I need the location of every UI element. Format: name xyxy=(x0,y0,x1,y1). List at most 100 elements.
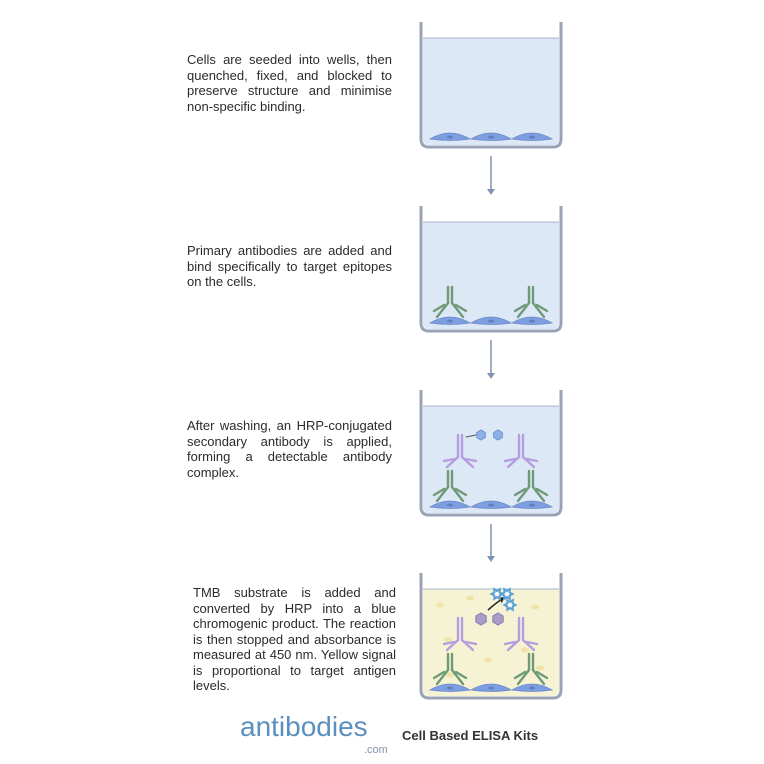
antibody-chain xyxy=(445,638,460,652)
antibody-chain xyxy=(442,457,456,463)
antibody-chain xyxy=(513,487,527,497)
well-step-2 xyxy=(419,206,563,333)
antibody-chain xyxy=(513,670,527,680)
antibody-chain xyxy=(521,638,536,652)
secondary-antibody xyxy=(442,616,478,652)
yellow-signal-spot xyxy=(536,665,544,671)
antibody-chain xyxy=(516,485,531,503)
cell-nucleus xyxy=(529,686,535,690)
hrp-enzyme xyxy=(475,612,487,626)
antibody-chain xyxy=(535,670,549,680)
antibody-chain xyxy=(525,457,539,463)
cell-nucleus xyxy=(529,135,535,139)
well-liquid xyxy=(423,406,559,513)
step-arrowhead xyxy=(487,189,495,195)
antibody-chain xyxy=(432,303,446,313)
antibody-chain xyxy=(531,301,546,319)
antibodies-logo: antibodies xyxy=(240,711,368,742)
antibody-chain xyxy=(435,485,450,503)
antibody-chain xyxy=(531,485,546,503)
well-wall xyxy=(419,390,563,517)
primary-antibody xyxy=(513,469,549,503)
antibody-chain xyxy=(506,638,521,652)
step-4-description: TMB substrate is added and converted by … xyxy=(193,585,396,693)
antibody-chain xyxy=(442,640,456,646)
antibody-chain xyxy=(513,303,527,313)
antibody-chain xyxy=(503,457,517,463)
hrp-enzyme xyxy=(476,429,486,441)
antibody-chain xyxy=(465,434,477,438)
well-wall xyxy=(419,573,563,700)
secondary-antibody xyxy=(503,616,539,652)
yellow-signal-spot xyxy=(466,595,474,601)
yellow-signal-spot xyxy=(444,637,452,643)
antibody-chain xyxy=(464,640,478,646)
antibody-chain xyxy=(450,668,465,686)
primary-antibody xyxy=(432,469,468,503)
primary-antibody xyxy=(513,652,549,686)
well-step-1 xyxy=(419,22,563,149)
antibody-chain xyxy=(460,455,475,469)
yellow-signal-spot xyxy=(521,647,529,653)
antibody-chain xyxy=(432,670,446,680)
antibody-chain xyxy=(435,668,450,686)
well-step-3 xyxy=(419,390,563,517)
antibody-chain xyxy=(454,303,468,313)
antibody-chain xyxy=(521,455,536,469)
yellow-signal-spot xyxy=(446,672,454,678)
antibody-chain xyxy=(454,487,468,497)
yellow-signal-spot xyxy=(531,604,539,610)
cell-nucleus xyxy=(488,319,494,323)
antibody-chain xyxy=(432,487,446,497)
antibody-chain xyxy=(503,640,517,646)
antibody-chain xyxy=(535,487,549,497)
hrp-enzyme xyxy=(492,612,504,626)
logo-suffix: .com xyxy=(364,744,388,756)
antibody-chain xyxy=(445,455,460,469)
hrp-enzyme xyxy=(493,429,503,441)
yellow-signal-spot xyxy=(436,602,444,608)
antibody-chain xyxy=(516,301,531,319)
step-2-description: Primary antibodies are added and bind sp… xyxy=(187,243,392,289)
antibody-chain xyxy=(531,668,546,686)
cell-nucleus xyxy=(447,319,453,323)
antibody-chain xyxy=(525,640,539,646)
well-liquid xyxy=(423,222,559,329)
step-3-description: After washing, an HRP-conjugated seconda… xyxy=(187,418,392,480)
primary-antibody xyxy=(513,285,549,319)
cell-nucleus xyxy=(529,319,535,323)
primary-antibody xyxy=(432,285,468,319)
cell-nucleus xyxy=(447,686,453,690)
yellow-signal-spot xyxy=(484,657,492,663)
tmb-product xyxy=(499,587,515,601)
well-liquid xyxy=(423,38,559,145)
step-arrowhead xyxy=(487,373,495,379)
secondary-antibody xyxy=(503,433,539,469)
well-liquid xyxy=(423,589,559,696)
antibody-chain xyxy=(460,638,475,652)
step-arrowhead xyxy=(487,556,495,562)
primary-antibody xyxy=(432,652,468,686)
antibody-chain xyxy=(454,670,468,680)
cell-nucleus xyxy=(488,503,494,507)
antibody-chain xyxy=(450,485,465,503)
cell-nucleus xyxy=(447,503,453,507)
antibody-chain xyxy=(435,301,450,319)
cell-nucleus xyxy=(488,686,494,690)
step-1-description: Cells are seeded into wells, then quench… xyxy=(187,52,392,114)
antibody-chain xyxy=(450,301,465,319)
well-wall xyxy=(419,206,563,333)
caption: Cell Based ELISA Kits xyxy=(402,728,539,743)
secondary-antibody xyxy=(442,433,478,469)
cell-nucleus xyxy=(447,135,453,139)
antibody-chain xyxy=(535,303,549,313)
antibody-chain xyxy=(516,668,531,686)
cell-nucleus xyxy=(488,135,494,139)
well-wall xyxy=(419,22,563,149)
well-step-4 xyxy=(419,573,563,700)
cell-nucleus xyxy=(529,503,535,507)
antibody-chain xyxy=(464,457,478,463)
tmb-product xyxy=(489,587,505,601)
tmb-product xyxy=(502,598,518,612)
